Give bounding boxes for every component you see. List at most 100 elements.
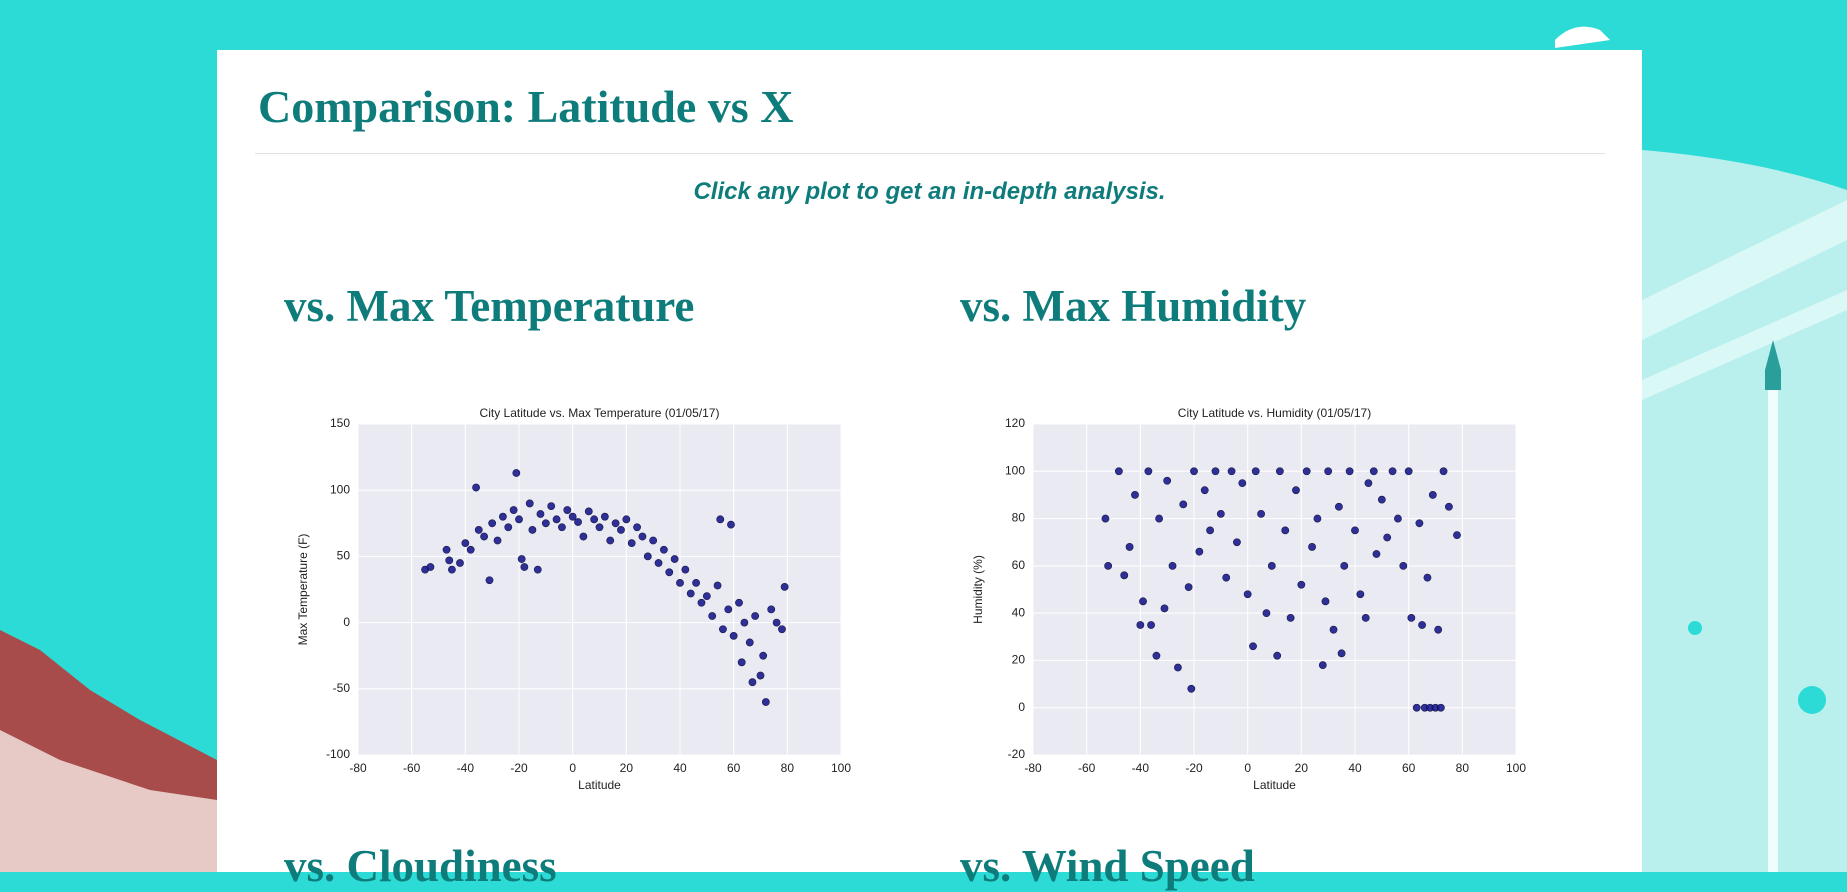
x-tick-label: 80 [1456, 761, 1470, 775]
x-tick-label: 20 [1295, 761, 1309, 775]
y-tick-label: 20 [1012, 653, 1026, 667]
data-point [627, 539, 636, 548]
data-point [756, 671, 765, 680]
data-point [708, 612, 717, 620]
data-point [654, 559, 663, 567]
data-point [1136, 621, 1145, 629]
data-point [1453, 531, 1461, 540]
data-point [1251, 467, 1260, 476]
data-point [1329, 625, 1338, 634]
data-point [1337, 649, 1346, 658]
data-point [649, 536, 658, 545]
y-tick-label: 50 [337, 549, 351, 563]
data-point [1308, 543, 1316, 551]
data-point [536, 510, 545, 518]
data-point [1131, 491, 1139, 499]
data-point [692, 578, 700, 587]
x-tick-label: 60 [1402, 761, 1416, 775]
data-point [702, 592, 711, 601]
data-point [533, 565, 542, 574]
data-point [474, 526, 483, 534]
data-point [461, 539, 470, 548]
background-bird [1555, 26, 1610, 48]
x-tick-label: 100 [1506, 761, 1526, 775]
x-tick-label: 40 [1348, 761, 1362, 775]
data-point [1351, 526, 1359, 535]
data-point [1407, 613, 1416, 622]
subtitle: Click any plot to get an in-depth analys… [693, 178, 1166, 205]
data-point [1334, 502, 1343, 511]
plot-area [1033, 424, 1516, 755]
y-tick-label: 40 [1012, 605, 1026, 619]
data-point [1292, 486, 1300, 495]
x-tick-label: -40 [1132, 761, 1150, 775]
data-point [686, 589, 695, 598]
data-point [1211, 467, 1220, 476]
data-point [727, 520, 735, 529]
data-point [1104, 561, 1113, 570]
section-heading: vs. Wind Speed [960, 841, 1255, 891]
y-axis-label: Humidity (%) [971, 555, 985, 624]
data-point [1179, 500, 1188, 509]
data-point [595, 523, 604, 532]
data-point [541, 519, 550, 528]
data-point [1275, 467, 1284, 476]
data-point [1257, 509, 1265, 518]
data-point [1114, 467, 1123, 476]
data-point [1195, 547, 1204, 556]
data-point [735, 598, 743, 607]
data-point [488, 519, 497, 528]
data-point [574, 518, 582, 526]
data-point [1297, 580, 1306, 589]
data-point [1160, 604, 1169, 613]
data-point [485, 576, 494, 585]
data-point [617, 526, 625, 534]
data-point [724, 605, 733, 614]
data-point [729, 631, 738, 640]
x-tick-label: 0 [1244, 761, 1251, 775]
data-point [1144, 467, 1153, 476]
data-point [1394, 514, 1402, 523]
data-point [1412, 703, 1421, 712]
data-point [1173, 663, 1182, 672]
data-point [622, 515, 631, 524]
x-tick-label: 60 [727, 761, 741, 775]
background [0, 26, 1847, 872]
x-tick-label: -80 [349, 761, 367, 775]
data-point [1356, 590, 1365, 599]
x-tick-label: 80 [781, 761, 795, 775]
data-point [1415, 519, 1424, 528]
data-point [1286, 613, 1295, 622]
data-point [1399, 561, 1408, 570]
data-point [515, 515, 523, 524]
data-point [442, 545, 451, 554]
data-point [1324, 467, 1333, 476]
chart[interactable]: City Latitude vs. Max Temperature (01/05… [290, 395, 870, 805]
data-point [643, 552, 652, 561]
data-point [1120, 571, 1129, 580]
data-point [509, 506, 518, 514]
data-point [1388, 467, 1397, 476]
data-point [697, 598, 706, 607]
y-tick-label: 0 [343, 615, 350, 629]
data-point [1227, 467, 1236, 476]
y-tick-label: 100 [1005, 463, 1025, 477]
data-point [1163, 476, 1172, 485]
page: {"header": {"title": "Comparison: Latitu… [0, 26, 1847, 891]
data-point [590, 515, 599, 524]
data-point [525, 499, 534, 508]
data-point [751, 612, 760, 620]
data-point [716, 515, 725, 524]
data-point [740, 618, 749, 627]
data-point [568, 512, 577, 521]
data-point [759, 651, 768, 660]
chart[interactable]: City Latitude vs. Humidity (01/05/17) -80… [965, 395, 1545, 805]
data-point [1434, 625, 1443, 634]
y-tick-label: 0 [1018, 700, 1025, 714]
data-point [1428, 491, 1437, 499]
data-point [1147, 621, 1155, 629]
data-point [517, 555, 526, 563]
background-mountain-snow [0, 730, 217, 872]
data-point [1200, 486, 1209, 495]
data-point [676, 578, 684, 587]
